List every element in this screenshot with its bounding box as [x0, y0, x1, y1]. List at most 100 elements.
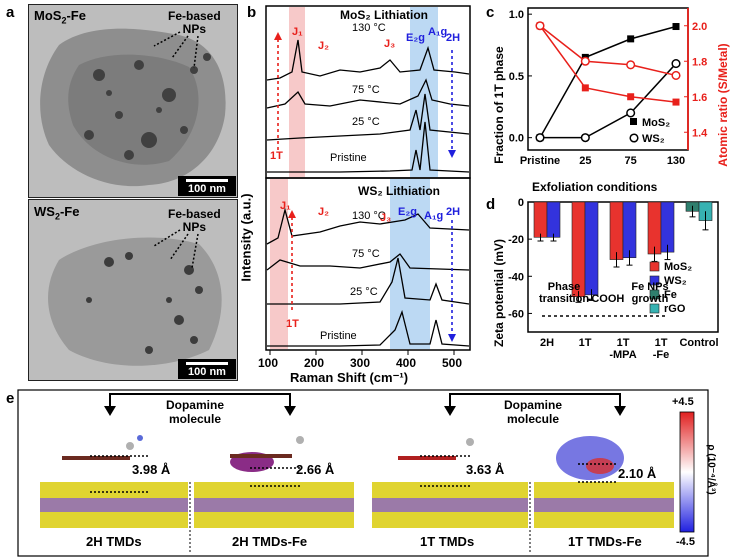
chart-d-legend-swatch	[649, 289, 660, 300]
chart-d-bar	[609, 201, 624, 260]
raman-top-title: MoS₂ Lithiation	[340, 8, 428, 22]
chart-c-xtick-label: 130	[667, 155, 685, 167]
chart-c-series-line	[540, 63, 677, 139]
fe-np-label-bottom-line1: Fe-based	[168, 207, 221, 221]
raman-xtick-200: 200	[304, 356, 325, 370]
raman-bottom-title: WS₂ Lithiation	[358, 184, 440, 198]
raman-bottom-trace-75	[266, 253, 470, 271]
label-2h-tmds: 2H TMDs	[86, 534, 142, 549]
raman-bottom-peak-j2: J₂	[318, 206, 330, 218]
raman-xtick-500: 500	[442, 356, 463, 370]
label-1t-tmds: 1T TMDs	[420, 534, 475, 549]
fe-np-arrows-top	[153, 31, 199, 69]
chart-d-bar	[622, 201, 637, 259]
chart-c-point	[580, 133, 590, 143]
raman-top-trace-130	[266, 39, 470, 81]
raman-top-peak-j3: J₃	[384, 38, 396, 50]
raman-xtick-100: 100	[258, 356, 279, 370]
chart-c-ytick-label: 0.5	[509, 71, 524, 83]
chart-d-bar	[584, 201, 599, 296]
raman-bottom-peak-j1: J₁	[280, 200, 291, 212]
chart-d-legend-label: Fe	[664, 289, 677, 301]
fe-np-label-top-line2: NPs	[182, 22, 207, 36]
chart-d-annot-cooh: -COOH	[588, 293, 625, 305]
raman-bottom-peak-a1g: A₁g	[424, 210, 444, 222]
tem-mos2-fe-title: MoS2-Fe	[34, 8, 86, 26]
chart-c-point	[671, 59, 681, 69]
colorbar-max: +4.5	[672, 396, 694, 408]
raman-top-trace-25	[266, 93, 470, 141]
chart-d-xtick-label: -MPA	[609, 349, 636, 361]
raman-top-band-2h	[410, 7, 438, 177]
raman-top-1t-label: 1T	[270, 150, 283, 162]
chart-d-ylabel: Zeta potential (mV)	[492, 239, 506, 348]
scale-bar-bottom: 100 nm	[178, 359, 236, 379]
scale-bar-top: 100 nm	[178, 176, 236, 196]
chart-c-series-line	[539, 25, 677, 77]
raman-bottom-1t-label: 1T	[286, 318, 299, 330]
dopamine-bracket-right	[449, 393, 621, 408]
raman-top-peak-a1g: A₁g	[428, 26, 448, 38]
fe-np-label-bottom: Fe-based NPs	[168, 208, 221, 234]
chart-c-ylabel-right: Atomic ratio (S/Metal)	[716, 43, 730, 167]
chart-c-ytick-label: 1.0	[509, 9, 524, 21]
chart-d-bar	[660, 201, 675, 253]
chart-c-xtick-label: Pristine	[520, 155, 560, 167]
dopamine-bracket-left	[109, 393, 291, 408]
colorbar-min: -4.5	[676, 536, 695, 548]
chart-c-ytick-right-label: 1.6	[692, 92, 707, 104]
panel-a-letter: a	[6, 4, 15, 21]
chart-c-point	[672, 23, 680, 31]
chart-c-point	[627, 35, 635, 43]
chart-d-xtick-label: 1T	[579, 337, 592, 349]
label-1t-tmds-fe: 1T TMDs-Fe	[568, 534, 642, 549]
raman-bottom-trace-label-75: 75 °C	[352, 248, 380, 260]
chart-d-ytick-label: -60	[508, 308, 524, 320]
chart-d-ytick-label: -40	[508, 271, 524, 283]
chart-c-ytick-right-label: 2.0	[692, 21, 707, 33]
raman-xlabel: Raman Shift (cm⁻¹)	[290, 370, 409, 385]
chart-d-xtick-label: 2H	[540, 337, 554, 349]
distance-2h: 3.98 Å	[132, 462, 171, 477]
chart-c: 0.0 0.5 1.0 1.4 1.6 1.8 2.0 Pristine 25 75 130 MoS₂…	[509, 7, 708, 167]
chart-d-legend-swatch	[649, 303, 660, 314]
dopamine-label-left: Dopamine molecule	[150, 398, 240, 426]
label-2h-tmds-fe: 2H TMDs-Fe	[232, 534, 308, 549]
chart-c-point	[626, 108, 636, 118]
tem-mos2-fe-micrograph	[29, 5, 237, 197]
tem-image-mos2-fe	[28, 4, 238, 198]
raman-figure	[265, 5, 471, 355]
chart-c-point	[672, 98, 680, 106]
chart-d-xtick-label: 1T	[655, 337, 668, 349]
chart-c-series-line	[539, 25, 677, 139]
chart-d-annot-phase2: transition	[539, 293, 589, 305]
chart-d-ytick-label: 0	[518, 197, 524, 209]
density-cloud-1t-fe	[556, 436, 624, 480]
raman-bottom-trace-130	[266, 207, 470, 245]
chart-d-bar	[647, 201, 662, 255]
chart-d-xtick-label: 1T	[617, 337, 630, 349]
raman-xtick-300: 300	[350, 356, 371, 370]
distance-1t: 3.63 Å	[466, 462, 505, 477]
tem-ws2-fe-micrograph	[29, 200, 237, 380]
chart-c-series-line	[539, 25, 677, 103]
chart-c-ylabel-right-wrap: Atomic ratio (S/Metal)	[716, 43, 730, 166]
raman-bottom-trace-pristine	[267, 309, 470, 347]
chart-c-legend-marker-ws2	[629, 133, 639, 143]
dft-frame	[17, 389, 709, 557]
dopamine-label-right-line2: molecule	[506, 412, 560, 426]
fe-np-label-top: Fe-based NPs	[168, 10, 221, 36]
raman-top-trace-75	[266, 78, 470, 109]
chart-c-point	[627, 93, 635, 101]
distance-2h-fe: 2.66 Å	[296, 462, 335, 477]
chart-d-xtick-label: Control	[679, 337, 718, 349]
chart-c-ytick-right-label: 1.8	[692, 56, 707, 68]
fe-np-label-bottom-line2: NPs	[182, 220, 207, 234]
colorbar-label-wrap: ρ (10⁻⁴/Å³)	[706, 444, 717, 494]
colorbar-label: ρ (10⁻⁴/Å³)	[705, 444, 717, 495]
chart-d-legend-label: WS₂	[664, 275, 687, 287]
raman-ylabel-wrap: Intensity (a.u.)	[238, 193, 254, 281]
chart-c-legend-ws2: WS₂	[642, 133, 665, 145]
raman-top-peak-j1: J₁	[292, 26, 303, 38]
